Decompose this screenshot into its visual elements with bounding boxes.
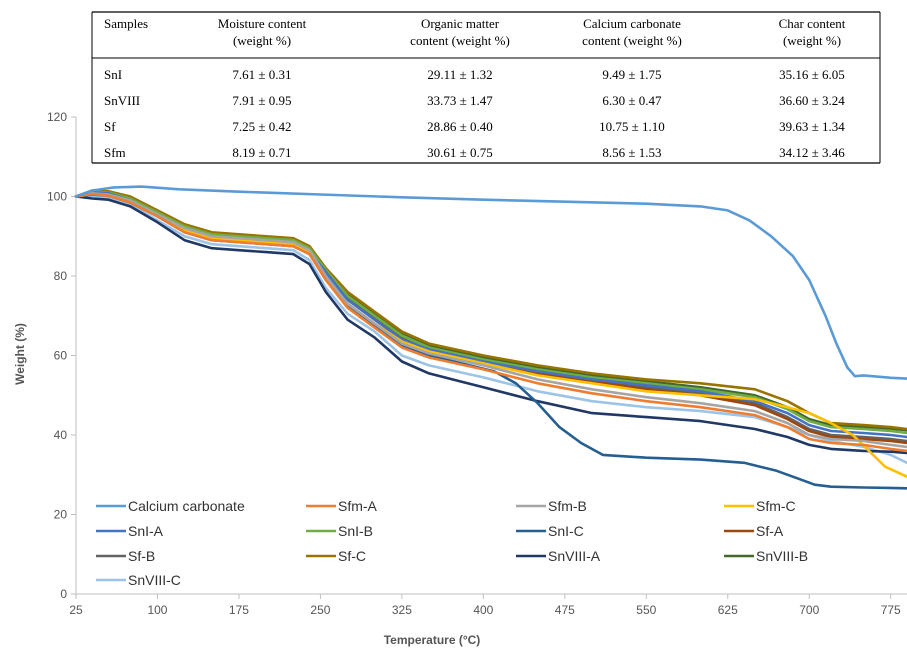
legend-label-sfm-a: Sfm-A <box>338 498 378 514</box>
y-tick-label: 40 <box>54 428 68 442</box>
legend-label-sni-a: SnI-A <box>128 523 164 539</box>
table-row-label: SnVIII <box>104 93 140 108</box>
x-tick-label: 325 <box>392 603 412 617</box>
table-cell: 28.86 ± 0.40 <box>427 119 493 134</box>
legend-label-sfm-b: Sfm-B <box>548 498 587 514</box>
table-cell: 8.19 ± 0.71 <box>232 145 291 160</box>
series-line-snviii-a <box>74 195 907 455</box>
table-header-cell: (weight %) <box>783 33 841 48</box>
series-line-sfm-c <box>74 192 907 479</box>
x-tick-label: 775 <box>881 603 901 617</box>
y-tick-label: 80 <box>54 269 68 283</box>
legend-label-sni-b: SnI-B <box>338 523 373 539</box>
legend-label-sfm-c: Sfm-C <box>756 498 796 514</box>
table-header-cell: Samples <box>104 16 148 31</box>
table-header-cell: Organic matter <box>421 16 500 31</box>
data-table: Samples Moisture content (weight %) Organic… <box>91 11 881 164</box>
legend-label-sf-b: Sf-B <box>128 548 155 564</box>
y-tick-label: 120 <box>47 110 67 124</box>
table-cell: 9.49 ± 1.75 <box>602 67 661 82</box>
table-cell: 34.12 ± 3.46 <box>779 145 845 160</box>
plot-area <box>74 185 907 490</box>
table-cell: 33.73 ± 1.47 <box>427 93 493 108</box>
x-tick-label: 550 <box>636 603 656 617</box>
legend-label-snviii-c: SnVIII-C <box>128 572 181 588</box>
x-tick-label: 175 <box>229 603 249 617</box>
x-tick-label: 700 <box>799 603 819 617</box>
table-cell: 36.60 ± 3.24 <box>779 93 845 108</box>
table-header-cell: content (weight %) <box>582 33 682 48</box>
series-line-snviii-b <box>74 189 907 432</box>
table-header-cell: Moisture content <box>218 16 307 31</box>
series-line-sfm-a <box>74 192 907 453</box>
series-line-sni-c <box>74 193 907 490</box>
table-cell: 6.30 ± 0.47 <box>602 93 662 108</box>
legend: Calcium carbonate Sfm-A Sfm-B Sfm-C SnI-A SnI… <box>96 498 808 588</box>
series-line-snviii-c <box>74 194 907 465</box>
table-header-cell: (weight %) <box>233 33 291 48</box>
legend-label-sf-c: Sf-C <box>338 548 366 564</box>
x-tick-label: 625 <box>718 603 738 617</box>
table-cell: 10.75 ± 1.10 <box>599 119 665 134</box>
x-tick-label: 250 <box>310 603 330 617</box>
x-tick-label: 475 <box>555 603 575 617</box>
legend-label-sf-a: Sf-A <box>756 523 784 539</box>
legend-label-snviii-b: SnVIII-B <box>756 548 808 564</box>
y-tick-label: 20 <box>54 508 68 522</box>
legend-label-calcium-carbonate: Calcium carbonate <box>128 498 245 514</box>
table-header-cell: content (weight %) <box>410 33 510 48</box>
table-header-cell: Calcium carbonate <box>583 16 681 31</box>
y-tick-label: 0 <box>60 587 67 601</box>
y-tick-label: 100 <box>47 190 67 204</box>
series-line-calcium-carbonate <box>74 185 907 380</box>
series-line-sfm-b <box>74 192 907 449</box>
legend-label-snviii-a: SnVIII-A <box>548 548 601 564</box>
table-cell: 7.25 ± 0.42 <box>232 119 291 134</box>
table-cell: 29.11 ± 1.32 <box>427 67 492 82</box>
y-axis-title: Weight (%) <box>13 323 27 385</box>
table-cell: 7.61 ± 0.31 <box>232 67 291 82</box>
x-axis-title: Temperature (°C) <box>384 633 481 647</box>
table-cell: 7.91 ± 0.95 <box>232 93 291 108</box>
table-cell: 39.63 ± 1.34 <box>779 119 845 134</box>
table-header-cell: Char content <box>779 16 846 31</box>
x-tick-label: 400 <box>473 603 493 617</box>
table-cell: 35.16 ± 6.05 <box>779 67 845 82</box>
series-line-sf-c <box>74 189 907 431</box>
series-line-sni-b <box>74 190 907 435</box>
legend-label-sni-c: SnI-C <box>548 523 584 539</box>
x-tick-label: 100 <box>147 603 167 617</box>
table-row-label: Sf <box>104 119 116 134</box>
x-tick-label: 25 <box>69 603 83 617</box>
table-cell: 30.61 ± 0.75 <box>427 145 493 160</box>
y-tick-label: 60 <box>54 349 68 363</box>
table-row-label: SnI <box>104 67 122 82</box>
table-row-label: Sfm <box>104 145 126 160</box>
table-cell: 8.56 ± 1.53 <box>602 145 661 160</box>
